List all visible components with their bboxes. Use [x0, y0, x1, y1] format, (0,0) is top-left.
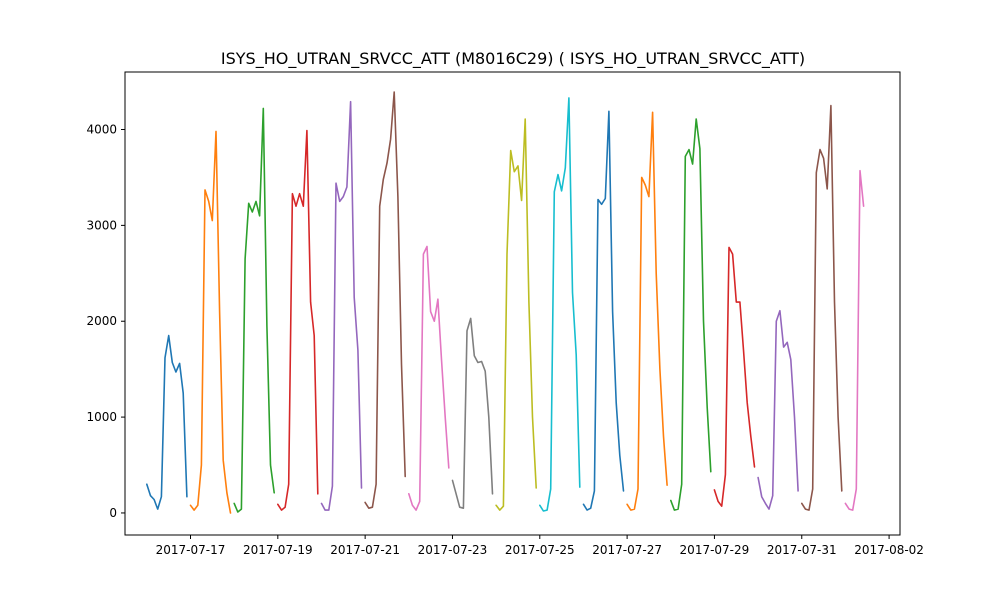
series-line-17	[844, 169, 865, 511]
x-tick-label: 2017-07-17	[156, 543, 226, 557]
y-tick-label: 2000	[86, 314, 117, 328]
x-tick-label: 2017-07-25	[505, 543, 575, 557]
x-tick-label: 2017-07-19	[243, 543, 313, 557]
series-line-1	[146, 334, 188, 510]
series-line-9	[495, 118, 538, 511]
y-tick-label: 1000	[86, 410, 117, 424]
series-line-15	[757, 309, 799, 510]
y-tick-label: 3000	[86, 218, 117, 232]
x-tick-label: 2017-07-27	[592, 543, 662, 557]
series-line-16	[800, 104, 843, 511]
chart-title: ISYS_HO_UTRAN_SRVCC_ATT (M8016C29) ( ISY…	[221, 49, 805, 69]
x-tick-label: 2017-08-02	[854, 543, 924, 557]
y-axis: 0 1000 2000 3000 4000	[86, 123, 125, 520]
series-line-11	[582, 110, 625, 511]
series-line-4	[276, 129, 319, 511]
series-layer	[146, 91, 865, 514]
y-tick-label: 0	[109, 506, 117, 520]
series-line-2	[189, 130, 232, 514]
series-line-3	[233, 107, 276, 513]
series-line-6	[364, 91, 407, 510]
series-line-8	[451, 317, 494, 510]
series-line-5	[320, 100, 363, 511]
x-tick-label: 2017-07-31	[767, 543, 837, 557]
x-tick-label: 2017-07-21	[330, 543, 400, 557]
series-line-13	[669, 118, 712, 511]
x-axis: 2017-07-17 2017-07-19 2017-07-21 2017-07-23…	[156, 535, 924, 557]
series-line-12	[626, 111, 668, 511]
x-tick-label: 2017-07-23	[418, 543, 488, 557]
series-line-10	[538, 97, 581, 512]
series-line-14	[713, 246, 756, 508]
series-line-7	[407, 245, 450, 511]
x-tick-label: 2017-07-29	[680, 543, 750, 557]
plot-frame	[124, 71, 901, 536]
y-tick-label: 4000	[86, 123, 117, 137]
